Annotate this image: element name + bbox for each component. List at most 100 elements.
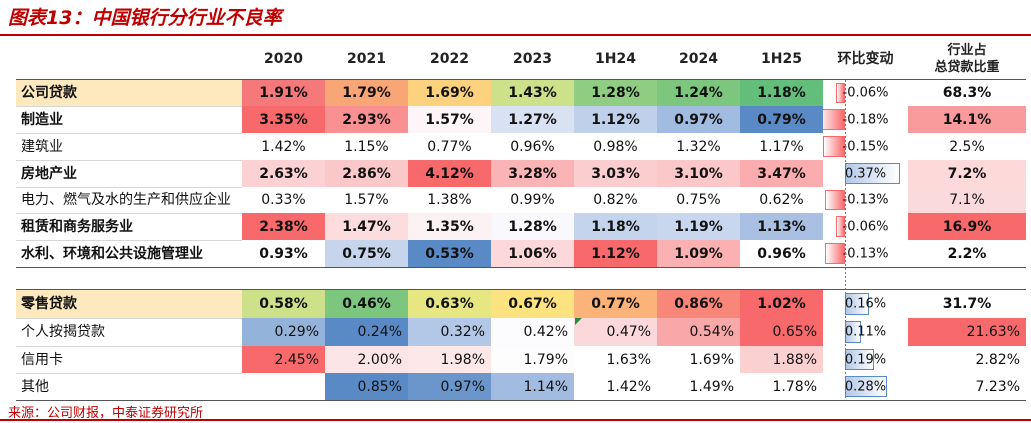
value-cell: 2.38%: [242, 213, 325, 240]
column-header: 2024: [679, 51, 718, 67]
value-cell: 1.15%: [325, 133, 408, 160]
change-cell: 0.16%: [823, 290, 908, 318]
comment-marker-icon: [575, 318, 582, 325]
value-cell: 1.79%: [491, 346, 574, 373]
value-cell: 1.13%: [740, 213, 823, 240]
change-cell: -0.18%: [823, 106, 908, 133]
value-cell: 0.65%: [740, 318, 823, 346]
column-header: 2021: [347, 51, 386, 67]
value-cell: 0.82%: [574, 187, 657, 213]
value-cell: 1.09%: [657, 240, 740, 267]
change-cell: 0.37%: [823, 160, 908, 187]
value-cell: 3.35%: [242, 106, 325, 133]
value-cell: 0.24%: [325, 318, 408, 346]
value-cell: 1.24%: [657, 80, 740, 106]
change-bar: [823, 136, 845, 157]
value-cell: 0.93%: [242, 240, 325, 267]
row-label: 零售贷款: [16, 290, 242, 318]
row-label: 房地产业: [21, 165, 77, 182]
value-cell: 0.75%: [657, 187, 740, 213]
row-label: 公司贷款: [16, 80, 242, 106]
share-cell: 7.2%: [908, 160, 1026, 187]
value-cell: 1.12%: [574, 240, 657, 267]
change-bar: [836, 83, 845, 103]
value-cell: 0.62%: [740, 187, 823, 213]
value-cell: 1.42%: [574, 373, 657, 400]
share-cell: 7.1%: [908, 187, 1026, 213]
change-cell: 0.28%: [823, 373, 908, 400]
value-cell: 0.77%: [408, 133, 491, 160]
section-rule: [16, 289, 1026, 290]
value-cell: 1.69%: [657, 346, 740, 373]
column-header: 2022: [430, 51, 469, 67]
value-cell: 3.28%: [491, 160, 574, 187]
column-header: 1H24: [595, 51, 636, 67]
value-cell: 0.98%: [574, 133, 657, 160]
value-cell: 3.03%: [574, 160, 657, 187]
value-cell: 0.85%: [325, 373, 408, 400]
share-cell: 2.2%: [908, 240, 1026, 267]
value-cell: 1.06%: [491, 240, 574, 267]
value-cell: 0.96%: [491, 133, 574, 160]
value-cell: 1.88%: [740, 346, 823, 373]
value-cell: 1.63%: [574, 346, 657, 373]
value-cell: 2.00%: [325, 346, 408, 373]
value-cell: 0.75%: [325, 240, 408, 267]
share-header-line: 行业占: [947, 43, 987, 58]
value-cell: 0.33%: [242, 187, 325, 213]
value-cell: 1.27%: [491, 106, 574, 133]
value-cell: 1.79%: [325, 80, 408, 106]
title-rule: [0, 34, 1031, 36]
row-divider: [16, 400, 1026, 401]
share-cell: 14.1%: [908, 106, 1026, 133]
column-header: 2023: [513, 51, 552, 67]
column-header-share: 行业占 总贷款比重: [908, 38, 1026, 80]
value-cell: 2.63%: [242, 160, 325, 187]
value-cell: 1.02%: [740, 290, 823, 318]
value-cell: 1.28%: [574, 80, 657, 106]
row-divider: [16, 267, 1026, 268]
change-axis: [845, 80, 846, 400]
value-cell: 0.96%: [740, 240, 823, 267]
value-cell: 0.99%: [491, 187, 574, 213]
row-label: 其他: [21, 378, 49, 395]
change-value: -0.15%: [842, 139, 889, 154]
change-value: -0.13%: [842, 192, 889, 208]
change-cell: -0.13%: [823, 240, 908, 267]
share-cell: 2.82%: [908, 346, 1026, 373]
value-cell: 1.17%: [740, 133, 823, 160]
share-cell: 2.5%: [908, 133, 1026, 160]
change-value: -0.18%: [842, 112, 889, 127]
source-note: 来源：公司财报，中泰证券研究所: [8, 406, 204, 421]
change-cell: 0.11%: [823, 318, 908, 346]
value-cell: 3.47%: [740, 160, 823, 187]
chart-title: 图表13：中国银行分行业不良率: [8, 7, 282, 29]
change-bar: [825, 243, 845, 264]
column-header-change: 环比变动: [837, 51, 894, 67]
value-cell: 1.35%: [408, 213, 491, 240]
value-cell: 1.18%: [740, 80, 823, 106]
column-header: 1H25: [761, 51, 802, 67]
value-cell: 2.86%: [325, 160, 408, 187]
value-cell: 4.12%: [408, 160, 491, 187]
change-cell: -0.15%: [823, 133, 908, 160]
row-label: 制造业: [21, 111, 63, 128]
share-cell: 31.7%: [908, 290, 1026, 318]
change-value: 0.28%: [844, 379, 887, 394]
change-value: -0.06%: [842, 85, 889, 101]
value-cell: 0.97%: [408, 373, 491, 400]
column-header: 2020: [264, 51, 303, 67]
value-cell: 1.43%: [491, 80, 574, 106]
value-cell: 1.57%: [408, 106, 491, 133]
row-label: 电力、燃气及水的生产和供应企业: [21, 192, 231, 208]
share-cell: 21.63%: [908, 318, 1026, 346]
value-cell: 1.32%: [657, 133, 740, 160]
value-cell: 0.63%: [408, 290, 491, 318]
value-cell: 1.28%: [491, 213, 574, 240]
value-cell: 1.91%: [242, 80, 325, 106]
value-cell: 0.53%: [408, 240, 491, 267]
value-cell: 1.69%: [408, 80, 491, 106]
change-bar: [825, 190, 845, 210]
row-label: 建筑业: [21, 138, 63, 155]
